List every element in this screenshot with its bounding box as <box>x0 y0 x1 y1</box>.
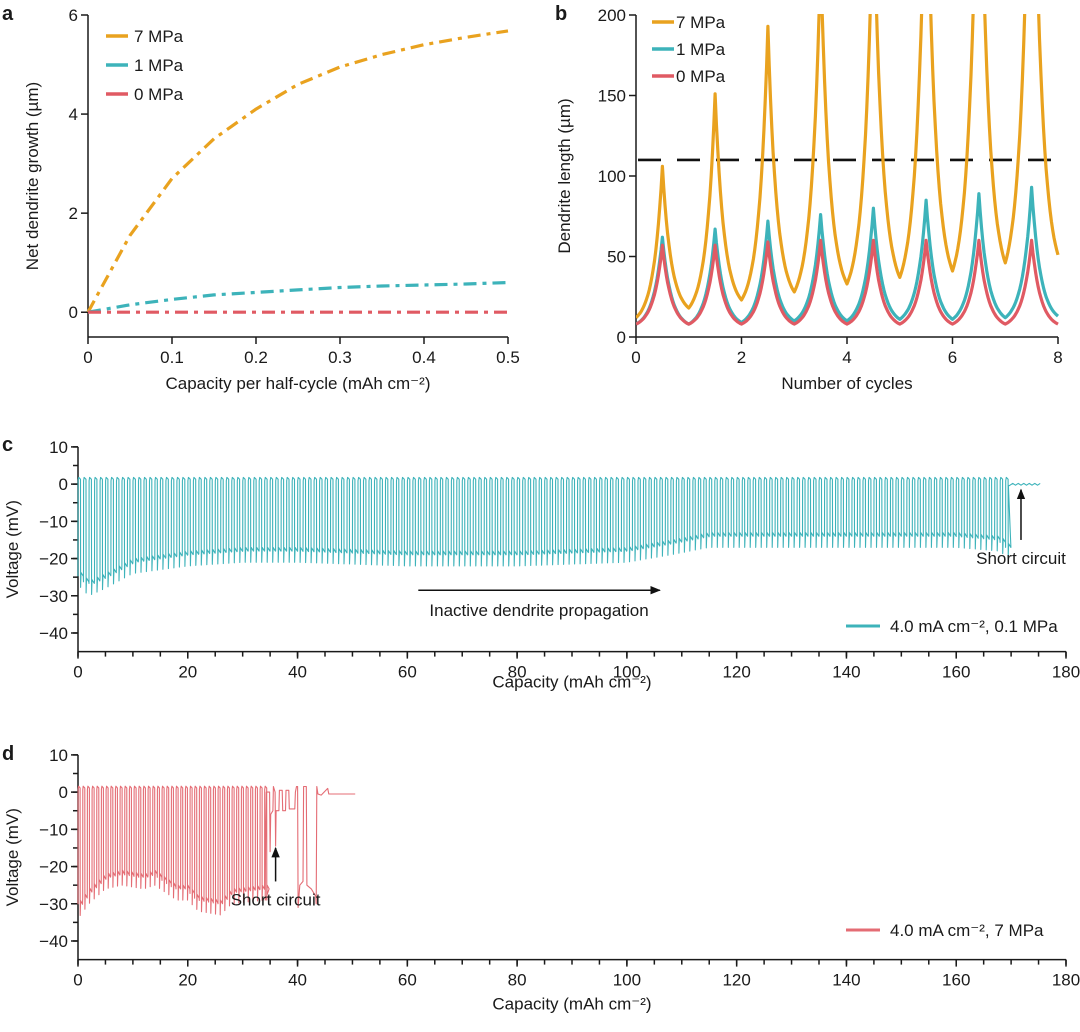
x-tick-label: 100 <box>613 663 641 682</box>
y-tick-label: 6 <box>69 6 78 25</box>
x-axis-label: Capacity per half-cycle (mAh cm⁻²) <box>166 374 431 393</box>
x-tick-label: 180 <box>1052 971 1080 990</box>
annotation-label: Inactive dendrite propagation <box>429 601 648 620</box>
panel-label-d: d <box>2 743 14 765</box>
legend-label: 0 MPa <box>676 67 726 86</box>
x-axis-label: Number of cycles <box>781 374 912 393</box>
chart-a: 0 0.1 0.2 0.3 0.4 0.5 0 2 4 6 Capacity per half-cy… <box>23 6 520 393</box>
y-axis-label: Net dendrite growth (µm) <box>23 82 42 270</box>
y-tick-label: −20 <box>39 550 68 569</box>
x-tick-label: 0 <box>83 348 92 367</box>
y-tick-label: 10 <box>49 746 68 765</box>
x-tick-label: 160 <box>942 663 970 682</box>
x-tick-label: 120 <box>722 971 750 990</box>
x-tick-label: 40 <box>288 971 307 990</box>
x-tick-label: 140 <box>832 663 860 682</box>
x-tick-label: 100 <box>613 971 641 990</box>
y-tick-label: 0 <box>59 475 68 494</box>
chart-d: 0 20 40 60 80 100 120 140 160 180100−10−20−30−40C… <box>3 746 1080 1014</box>
x-axis-label: Capacity (mAh cm⁻²) <box>492 673 651 692</box>
x-tick-label: 80 <box>508 971 527 990</box>
x-tick-label: 0.2 <box>244 348 268 367</box>
series-line-1-MPa <box>87 280 509 314</box>
x-tick-label: 160 <box>942 971 970 990</box>
x-tick-label: 2 <box>737 348 746 367</box>
voltage-trace <box>77 785 356 917</box>
x-tick-label: 0.5 <box>496 348 520 367</box>
legend-label: 0 MPa <box>134 85 184 104</box>
x-tick-label: 0.3 <box>328 348 352 367</box>
x-tick-label: 120 <box>722 663 750 682</box>
x-tick-label: 60 <box>398 663 417 682</box>
y-tick-label: 50 <box>607 248 626 267</box>
panel-label-b: b <box>555 3 567 25</box>
y-axis-label: Voltage (mV) <box>3 808 22 906</box>
x-tick-label: 0 <box>631 348 640 367</box>
legend-label: 1 MPa <box>134 56 184 75</box>
y-tick-label: −40 <box>39 932 68 951</box>
annotation-label: Short circuit <box>976 549 1066 568</box>
y-tick-label: 150 <box>598 87 626 106</box>
legend-label: 4.0 mA cm⁻², 0.1 MPa <box>890 617 1058 636</box>
y-tick-label: −40 <box>39 624 68 643</box>
annotation-label: Short circuit <box>231 890 321 909</box>
x-tick-label: 8 <box>1053 348 1062 367</box>
y-tick-label: 0 <box>617 328 626 347</box>
y-tick-label: 2 <box>69 204 78 223</box>
y-tick-label: 200 <box>598 6 626 25</box>
x-tick-label: 180 <box>1052 663 1080 682</box>
y-tick-label: 4 <box>69 105 78 124</box>
x-tick-label: 0 <box>73 663 82 682</box>
x-tick-label: 4 <box>842 348 851 367</box>
x-tick-label: 20 <box>178 971 197 990</box>
y-tick-label: −30 <box>39 587 68 606</box>
legend-label: 7 MPa <box>676 13 726 32</box>
chart-b: 0 2 4 6 8 0 50 100 150 200 Number of cycles Dendrit… <box>555 6 1063 393</box>
x-tick-label: 140 <box>832 971 860 990</box>
x-tick-label: 60 <box>398 971 417 990</box>
y-tick-label: 0 <box>69 303 78 322</box>
y-axis-label: Voltage (mV) <box>3 500 22 598</box>
voltage-trace <box>77 476 1041 596</box>
x-tick-label: 0.1 <box>160 348 184 367</box>
y-tick-label: −20 <box>39 858 68 877</box>
y-tick-label: −10 <box>39 820 68 839</box>
y-tick-label: 0 <box>59 783 68 802</box>
panel-label-c: c <box>2 434 13 456</box>
series-line-7-MPa <box>636 14 1060 319</box>
x-tick-label: 0.4 <box>412 348 436 367</box>
y-tick-label: 100 <box>598 167 626 186</box>
x-axis-label: Capacity (mAh cm⁻²) <box>492 995 651 1014</box>
series-line-0-MPa <box>636 238 1059 326</box>
legend-label: 7 MPa <box>134 27 184 46</box>
x-tick-label: 80 <box>508 663 527 682</box>
x-tick-label: 0 <box>73 971 82 990</box>
panel-label-a: a <box>2 3 14 25</box>
legend-label: 4.0 mA cm⁻², 7 MPa <box>890 921 1044 940</box>
chart-c: 0 20 40 60 80 100 120 140 160 180100−10−20−30−40C… <box>3 438 1080 692</box>
x-tick-label: 20 <box>178 663 197 682</box>
y-tick-label: 10 <box>49 438 68 457</box>
y-tick-label: −10 <box>39 512 68 531</box>
x-tick-label: 40 <box>288 663 307 682</box>
y-tick-label: −30 <box>39 895 68 914</box>
legend-label: 1 MPa <box>676 40 726 59</box>
y-axis-label: Dendrite length (µm) <box>555 98 574 253</box>
x-tick-label: 6 <box>948 348 957 367</box>
